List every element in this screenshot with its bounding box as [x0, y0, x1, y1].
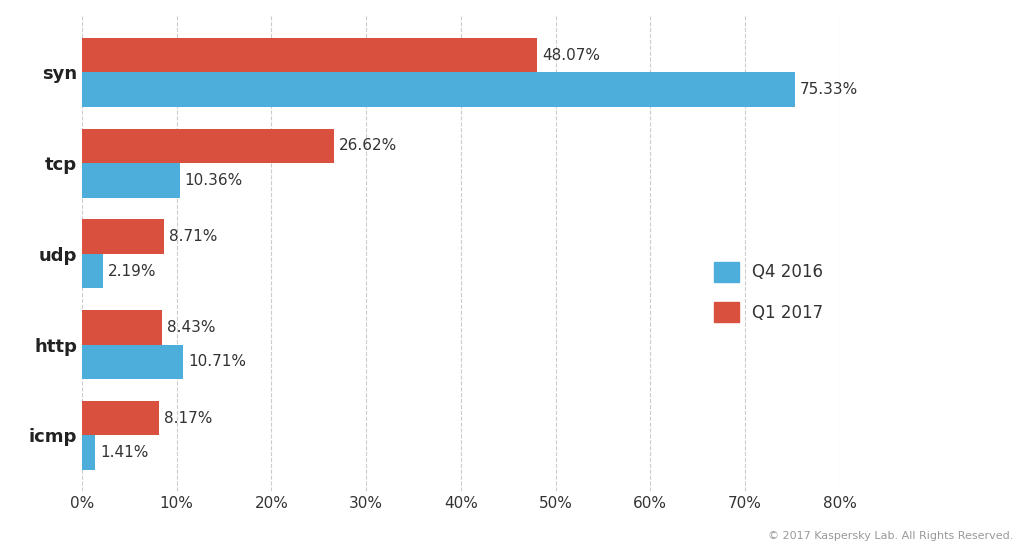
Bar — [82, 73, 796, 107]
Bar — [82, 163, 180, 198]
Text: 1.41%: 1.41% — [100, 445, 148, 460]
Legend: Q4 2016, Q1 2017: Q4 2016, Q1 2017 — [706, 253, 831, 330]
Text: 75.33%: 75.33% — [800, 82, 858, 97]
Text: 2.19%: 2.19% — [108, 264, 156, 278]
Text: 48.07%: 48.07% — [542, 48, 600, 63]
Bar — [82, 435, 95, 470]
Bar — [82, 254, 102, 288]
Text: 8.71%: 8.71% — [169, 229, 217, 244]
Bar — [82, 401, 160, 435]
Text: © 2017 Kaspersky Lab. All Rights Reserved.: © 2017 Kaspersky Lab. All Rights Reserve… — [768, 531, 1014, 541]
Text: 10.36%: 10.36% — [184, 173, 243, 188]
Bar — [82, 38, 538, 73]
Bar — [82, 345, 183, 379]
Bar — [82, 129, 334, 163]
Text: 10.71%: 10.71% — [188, 354, 246, 369]
Text: 8.17%: 8.17% — [164, 411, 212, 425]
Bar — [82, 219, 165, 254]
Text: 8.43%: 8.43% — [167, 320, 215, 335]
Text: 26.62%: 26.62% — [339, 139, 397, 153]
Bar — [82, 310, 162, 345]
